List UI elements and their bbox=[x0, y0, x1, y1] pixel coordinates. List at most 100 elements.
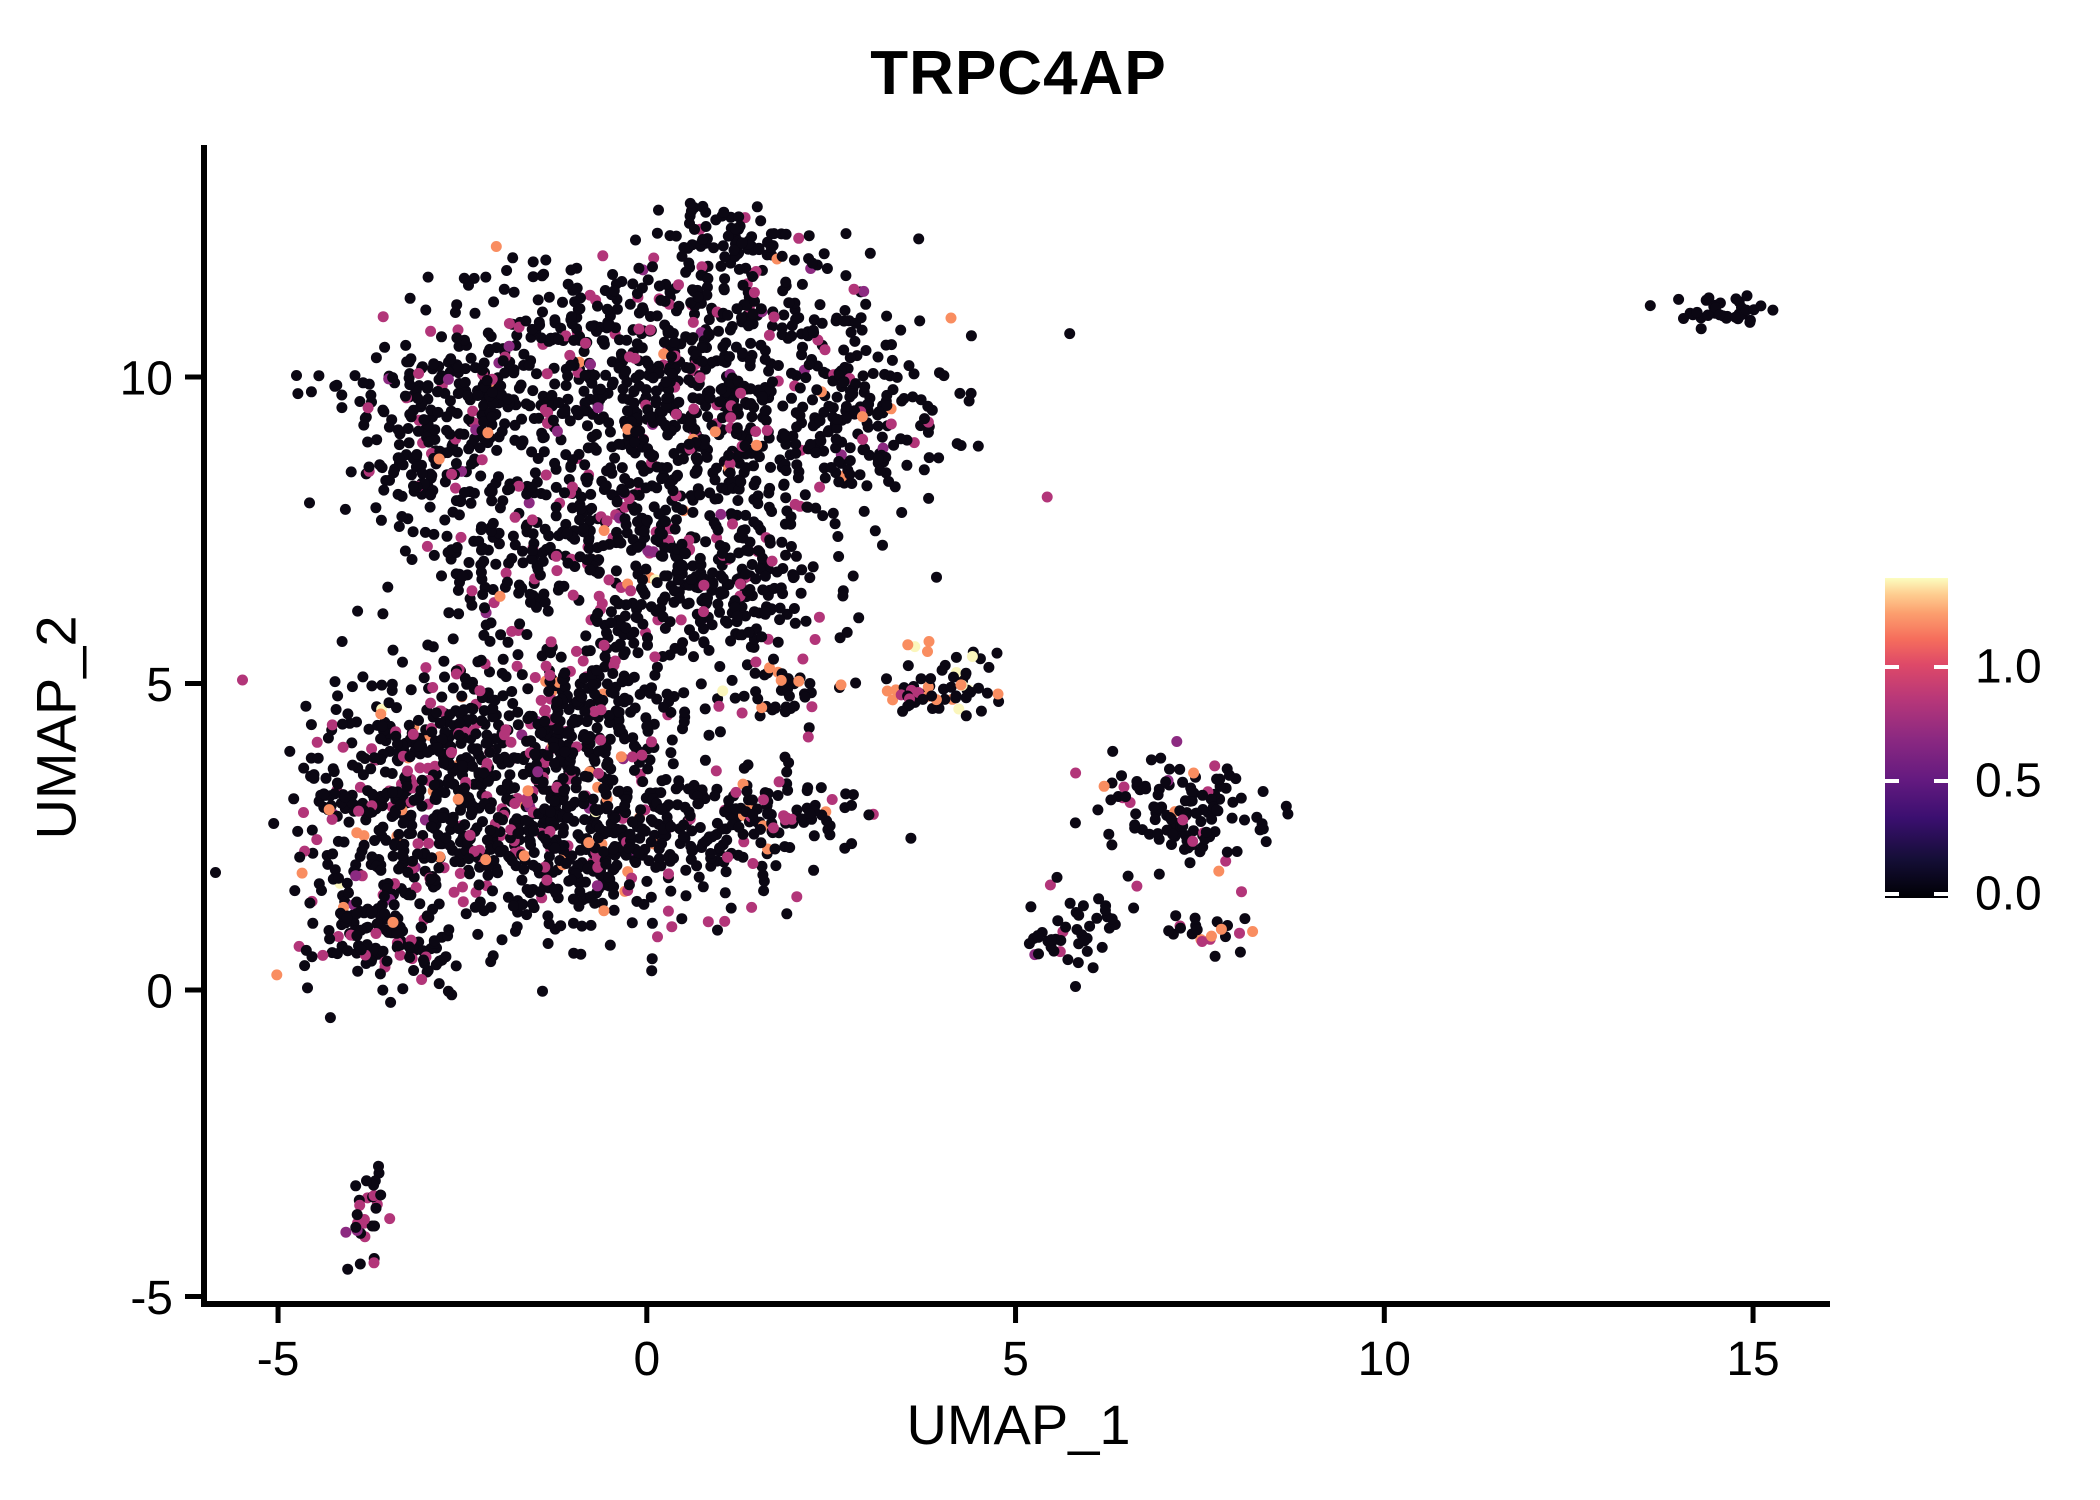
data-point bbox=[436, 733, 448, 745]
x-tick-label: 5 bbox=[1002, 1333, 1029, 1386]
data-point bbox=[408, 480, 419, 492]
data-point bbox=[1072, 957, 1084, 969]
data-point bbox=[534, 886, 546, 898]
data-point bbox=[678, 716, 690, 728]
data-point bbox=[369, 1220, 380, 1232]
data-point bbox=[838, 376, 849, 388]
data-point bbox=[351, 930, 363, 942]
data-point bbox=[603, 871, 614, 883]
data-point bbox=[1070, 981, 1081, 992]
data-point bbox=[732, 495, 744, 506]
data-point bbox=[764, 662, 775, 674]
data-point bbox=[678, 242, 690, 253]
data-point bbox=[463, 443, 475, 455]
data-point bbox=[641, 515, 653, 527]
data-point bbox=[872, 453, 884, 465]
data-point bbox=[487, 885, 498, 897]
data-point bbox=[487, 517, 499, 529]
data-point bbox=[613, 714, 625, 726]
data-point bbox=[819, 344, 831, 356]
data-point bbox=[670, 230, 682, 242]
data-point bbox=[628, 386, 640, 398]
data-point bbox=[509, 782, 520, 794]
data-point bbox=[772, 636, 784, 648]
data-point bbox=[427, 903, 439, 915]
data-point bbox=[352, 965, 364, 977]
x-tick bbox=[275, 1307, 281, 1323]
data-point bbox=[370, 1202, 382, 1214]
data-point bbox=[357, 671, 369, 683]
data-point bbox=[374, 459, 386, 471]
data-point bbox=[306, 951, 318, 963]
data-point bbox=[402, 423, 414, 434]
data-point bbox=[527, 545, 538, 556]
data-point bbox=[582, 420, 593, 432]
data-point bbox=[661, 462, 673, 473]
data-point bbox=[342, 945, 354, 957]
data-point bbox=[796, 813, 808, 825]
data-point bbox=[294, 851, 306, 863]
data-point bbox=[792, 472, 804, 484]
data-point bbox=[341, 912, 353, 924]
data-point bbox=[480, 271, 492, 283]
data-point bbox=[430, 707, 442, 719]
data-point bbox=[837, 590, 849, 602]
data-point bbox=[965, 330, 977, 342]
data-point bbox=[611, 496, 623, 508]
data-point bbox=[634, 832, 646, 844]
data-point bbox=[362, 436, 374, 448]
data-point bbox=[370, 928, 382, 939]
data-point bbox=[497, 653, 509, 665]
data-point bbox=[685, 574, 697, 585]
data-point bbox=[831, 413, 843, 425]
data-point bbox=[596, 598, 608, 609]
data-point bbox=[951, 438, 963, 450]
data-point bbox=[640, 563, 652, 575]
data-point bbox=[832, 531, 844, 542]
data-point bbox=[566, 311, 577, 323]
data-point bbox=[521, 909, 533, 921]
data-point bbox=[380, 475, 392, 486]
data-point bbox=[613, 438, 625, 450]
data-point bbox=[558, 406, 570, 417]
data-point bbox=[576, 691, 588, 703]
data-point bbox=[877, 539, 888, 551]
data-point bbox=[416, 974, 428, 985]
data-point bbox=[505, 736, 517, 748]
data-point bbox=[329, 676, 341, 688]
data-point bbox=[433, 453, 445, 465]
data-point bbox=[496, 426, 508, 437]
data-point bbox=[895, 324, 907, 336]
data-point bbox=[764, 482, 776, 494]
data-point bbox=[473, 879, 485, 891]
data-point bbox=[540, 660, 552, 672]
data-point bbox=[850, 317, 862, 329]
data-point bbox=[520, 814, 532, 826]
data-point bbox=[673, 775, 685, 787]
data-point bbox=[640, 482, 652, 494]
data-point bbox=[847, 570, 859, 582]
data-point bbox=[1081, 945, 1093, 957]
data-point bbox=[840, 401, 852, 412]
data-point bbox=[365, 763, 377, 775]
data-point bbox=[692, 291, 704, 303]
data-point bbox=[608, 285, 620, 297]
data-point bbox=[403, 437, 415, 449]
data-point bbox=[589, 369, 601, 381]
data-point bbox=[960, 667, 972, 679]
data-point bbox=[791, 421, 803, 433]
data-point bbox=[1644, 300, 1656, 312]
data-point bbox=[1116, 770, 1127, 782]
data-point bbox=[669, 523, 681, 535]
data-point bbox=[490, 241, 502, 252]
data-point bbox=[689, 424, 701, 435]
data-point bbox=[374, 968, 386, 980]
data-point bbox=[788, 571, 800, 583]
data-point bbox=[416, 800, 428, 812]
data-point bbox=[371, 918, 383, 930]
data-point bbox=[346, 737, 358, 749]
data-point bbox=[780, 430, 792, 442]
data-point bbox=[433, 978, 445, 990]
data-point bbox=[718, 206, 730, 218]
data-point bbox=[886, 339, 897, 351]
